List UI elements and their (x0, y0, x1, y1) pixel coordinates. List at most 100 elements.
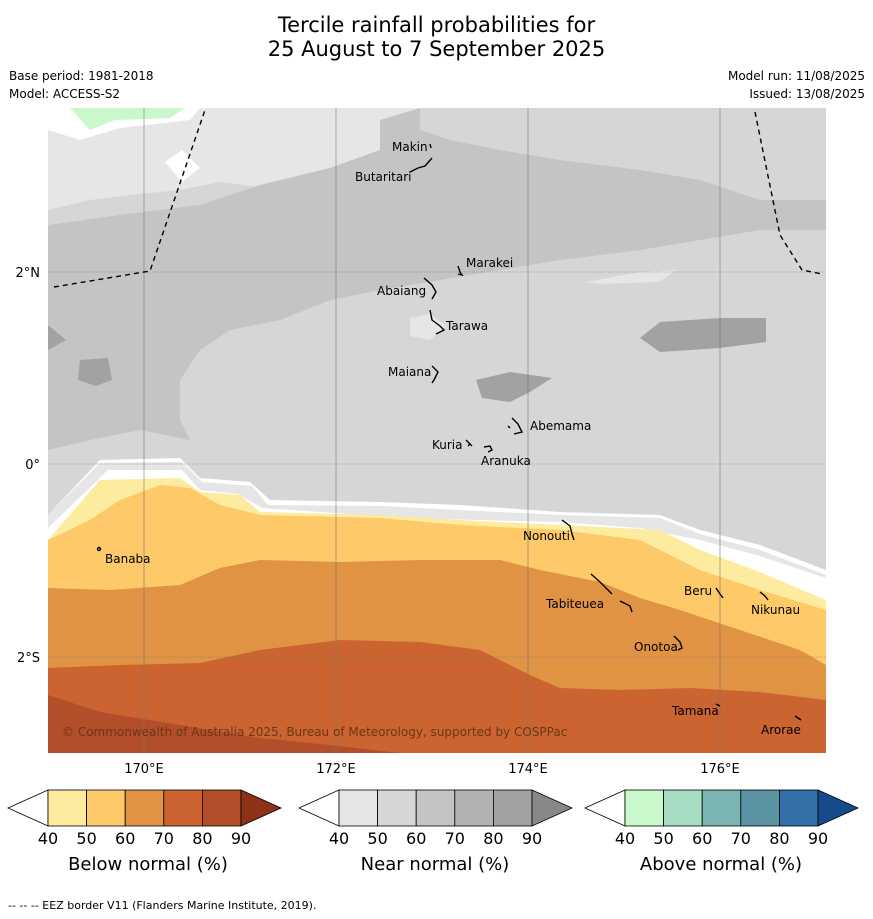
colorbar-swatch (124, 789, 165, 827)
island-arorae (794, 715, 802, 721)
lon-tick-172e: 172°E (316, 762, 356, 777)
colorbar-tick-label: 60 (692, 829, 712, 848)
island-abemama (507, 417, 524, 435)
colorbar-below: 40 50 60 70 80 90 (7, 789, 282, 848)
white-gap (165, 150, 200, 182)
colorbar-swatch (663, 789, 703, 827)
colorbar-swatch (492, 789, 533, 827)
colorbar-extend-high (240, 789, 282, 827)
eez-legend: -- -- -- EEZ border V11 (Flanders Marine… (8, 899, 317, 912)
near-normal-70-area (78, 358, 112, 386)
island-nonouti (561, 519, 575, 541)
island-outlines (96, 143, 802, 721)
colorbar-swatch (201, 789, 242, 827)
island-tabiteuea (590, 573, 633, 613)
place-label-kuria: Kuria (432, 438, 463, 452)
colorbar-tick-label: 40 (615, 829, 635, 848)
colorbar-tick-label: 40 (38, 829, 58, 848)
model-run: Model run: 11/08/2025 (727, 69, 865, 83)
island-makin (429, 143, 432, 149)
colorbar-extend-low (298, 789, 340, 827)
near-normal-70-area (640, 318, 766, 352)
colorbar-tick-label: 40 (329, 829, 349, 848)
lon-tick-174e: 174°E (508, 762, 548, 777)
colorbar-tick-label: 70 (445, 829, 465, 848)
colorbar-tick-label: 50 (367, 829, 387, 848)
island-marakei (457, 265, 464, 277)
map-title-line2: 25 August to 7 September 2025 (267, 37, 606, 61)
below-normal-70-area (48, 640, 826, 753)
colorbar-tick-label: 80 (483, 829, 503, 848)
place-label-beru: Beru (684, 584, 712, 598)
place-label-tamana: Tamana (671, 704, 719, 718)
graticule (48, 108, 826, 753)
colorbar-tick-label: 90 (522, 829, 542, 848)
colorbar-swatch (47, 789, 87, 827)
colorbar-extend-high (531, 789, 573, 827)
colorbar-tick-label: 80 (192, 829, 212, 848)
colorbar-swatch (454, 789, 494, 827)
place-label-abaiang: Abaiang (377, 284, 426, 298)
island-banaba (96, 546, 102, 552)
colorbar-tick-label: 50 (76, 829, 96, 848)
island-onotoa (673, 635, 683, 651)
colorbar-swatch (624, 789, 664, 827)
place-label-tarawa: Tarawa (445, 319, 488, 333)
eez-border (53, 109, 823, 288)
colorbar-swatch (415, 789, 456, 827)
lon-tick-176e: 176°E (700, 762, 740, 777)
below-normal-80-area (48, 695, 400, 753)
colorbars: 40 50 60 70 80 90 40 50 60 70 80 90 40 50 60 70 80 90 (7, 789, 859, 848)
base-period: Base period: 1981-2018 (9, 69, 154, 83)
island-tamana (715, 703, 721, 707)
island-butaritari (409, 157, 433, 173)
colorbar-tick-label: 80 (769, 829, 789, 848)
island-aranuka (483, 445, 493, 453)
map-title-line1: Tercile rainfall probabilities for (277, 13, 596, 37)
near-normal-50-area (420, 108, 826, 200)
near-normal-50-area (195, 340, 826, 510)
place-label-banaba: Banaba (105, 552, 151, 566)
colorbar-extend-low (584, 789, 626, 827)
colorbar-swatch (779, 789, 819, 827)
colorbar-tick-label: 70 (154, 829, 174, 848)
colorbar-tick-label: 90 (808, 829, 828, 848)
island-kuria (465, 439, 473, 447)
island-tarawa (429, 309, 446, 335)
near-normal-40-area (48, 462, 826, 578)
island-beru (715, 587, 724, 599)
island-nikunau (759, 591, 769, 601)
colorbar-swatch (86, 789, 126, 827)
colorbar-extend-low (7, 789, 49, 827)
place-label-arorae: Arorae (761, 723, 801, 737)
colorbar-tick-label: 90 (231, 829, 251, 848)
island-abaiang (423, 277, 437, 300)
model-name: Model: ACCESS-S2 (9, 87, 121, 101)
place-label-marakei: Marakei (466, 256, 513, 270)
place-label-makin: Makin (392, 140, 428, 154)
lat-tick-0: 0° (25, 458, 40, 473)
lon-tick-170e: 170°E (124, 762, 164, 777)
copyright-notice: © Commonwealth of Australia 2025, Bureau… (62, 725, 567, 739)
colorbar-extend-high (817, 789, 859, 827)
near-normal-70-area (476, 372, 552, 402)
colorbar-swatch (377, 789, 417, 827)
colorbar-tick-label: 50 (653, 829, 673, 848)
colorbar-tick-label: 60 (406, 829, 426, 848)
lat-tick-2s: 2°S (17, 651, 40, 666)
colorbar-title-near: Near normal (%) (360, 854, 510, 875)
colorbar-tick-label: 60 (115, 829, 135, 848)
probability-field: Makin Butaritari Marakei Abaiang Tarawa … (48, 108, 826, 753)
near-normal-60-area (48, 108, 826, 450)
issued-date: Issued: 13/08/2025 (749, 87, 865, 101)
colorbar-tick-label: 70 (731, 829, 751, 848)
colorbar-swatch (701, 789, 742, 827)
colorbar-above: 40 50 60 70 80 90 (584, 789, 859, 848)
forecast-map: Makin Butaritari Marakei Abaiang Tarawa … (7, 108, 859, 848)
colorbar-title-above: Above normal (%) (639, 854, 803, 875)
lat-tick-2n: 2°N (16, 266, 41, 281)
island-maiana (431, 365, 439, 384)
place-label-butaritari: Butaritari (355, 170, 412, 184)
place-label-abemama: Abemama (530, 419, 591, 433)
colorbar-swatch (163, 789, 203, 827)
